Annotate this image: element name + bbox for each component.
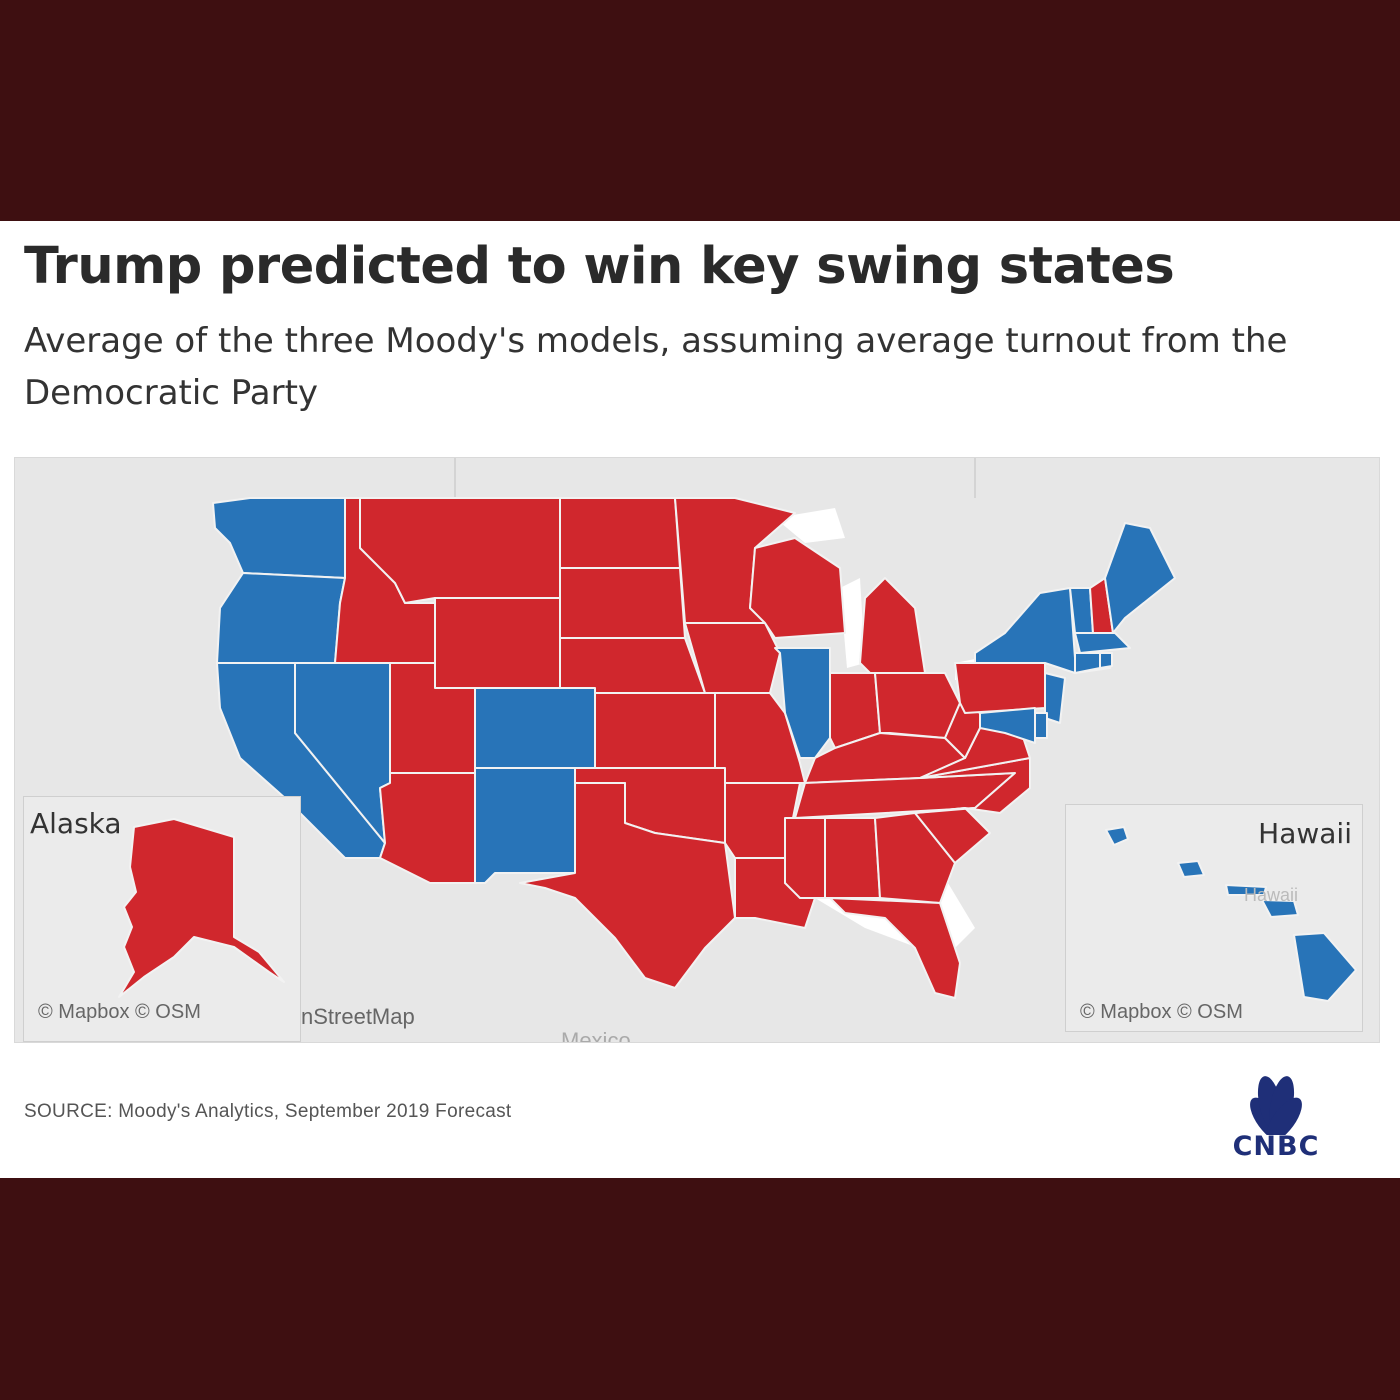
hawaii-island-big-island <box>1293 932 1357 1002</box>
state-delaware <box>1034 712 1048 739</box>
hawaii-inset: Hawaii Hawaii © Mapbox © OSM <box>1065 804 1363 1032</box>
page-title: Trump predicted to win key swing states <box>24 237 1175 296</box>
source-note: SOURCE: Moody's Analytics, September 201… <box>24 1101 512 1122</box>
state-texas <box>519 782 736 989</box>
lake-michigan <box>840 578 865 668</box>
hawaii-island-kauai <box>1105 826 1129 846</box>
state-ohio <box>874 672 961 739</box>
cnbc-logo: CNBC <box>1208 1065 1344 1182</box>
state-georgia <box>874 812 956 904</box>
state-mississippi <box>784 817 826 899</box>
state-maryland <box>979 707 1036 744</box>
state-pennsylvania <box>954 662 1046 714</box>
page-subtitle: Average of the three Moody's models, ass… <box>24 321 1288 413</box>
hawaii-label: Hawaii <box>1258 817 1352 850</box>
state-florida <box>829 897 961 999</box>
state-wyoming <box>434 597 561 689</box>
state-north-dakota <box>559 497 681 569</box>
hawaii-faded-label: Hawaii <box>1244 885 1299 905</box>
state-rhode-island <box>1099 652 1113 669</box>
lake-superior <box>775 508 845 543</box>
hawaii-island-molokai <box>1225 884 1267 896</box>
alaska-attribution: © Mapbox © OSM <box>38 1001 201 1023</box>
alaska-label: Alaska <box>30 807 122 840</box>
cnbc-wordmark: CNBC <box>1232 1131 1320 1162</box>
infographic-card: Trump predicted to win key swing states … <box>0 221 1400 1182</box>
us-election-map: nStreetMap Mexico Alaska © Mapbox © OSM … <box>14 457 1380 1043</box>
state-illinois <box>774 647 831 759</box>
alaska-inset: Alaska © Mapbox © OSM <box>23 796 301 1042</box>
state-kansas <box>594 692 716 769</box>
hawaii-canvas <box>1105 826 1357 1002</box>
osm-attribution-fragment: nStreetMap <box>301 1004 415 1029</box>
state-massachusetts <box>1074 632 1131 654</box>
peacock-icon <box>1216 1076 1336 1182</box>
state-north-carolina <box>914 757 1031 814</box>
state-alabama <box>824 817 881 899</box>
hawaii-island-oahu <box>1177 860 1205 878</box>
state-alaska <box>118 818 285 998</box>
state-new-jersey <box>1044 672 1066 724</box>
hawaii-attribution: © Mapbox © OSM <box>1080 1001 1243 1023</box>
mexico-label: Mexico <box>561 1028 631 1043</box>
state-south-dakota <box>559 567 686 639</box>
state-colorado <box>474 687 596 769</box>
state-wisconsin <box>749 537 846 639</box>
state-nebraska <box>559 637 706 694</box>
hawaii-island-maui <box>1261 899 1299 918</box>
alaska-canvas <box>118 818 285 998</box>
state-new-mexico <box>474 767 576 884</box>
state-iowa <box>684 622 781 694</box>
state-oregon <box>216 572 346 664</box>
